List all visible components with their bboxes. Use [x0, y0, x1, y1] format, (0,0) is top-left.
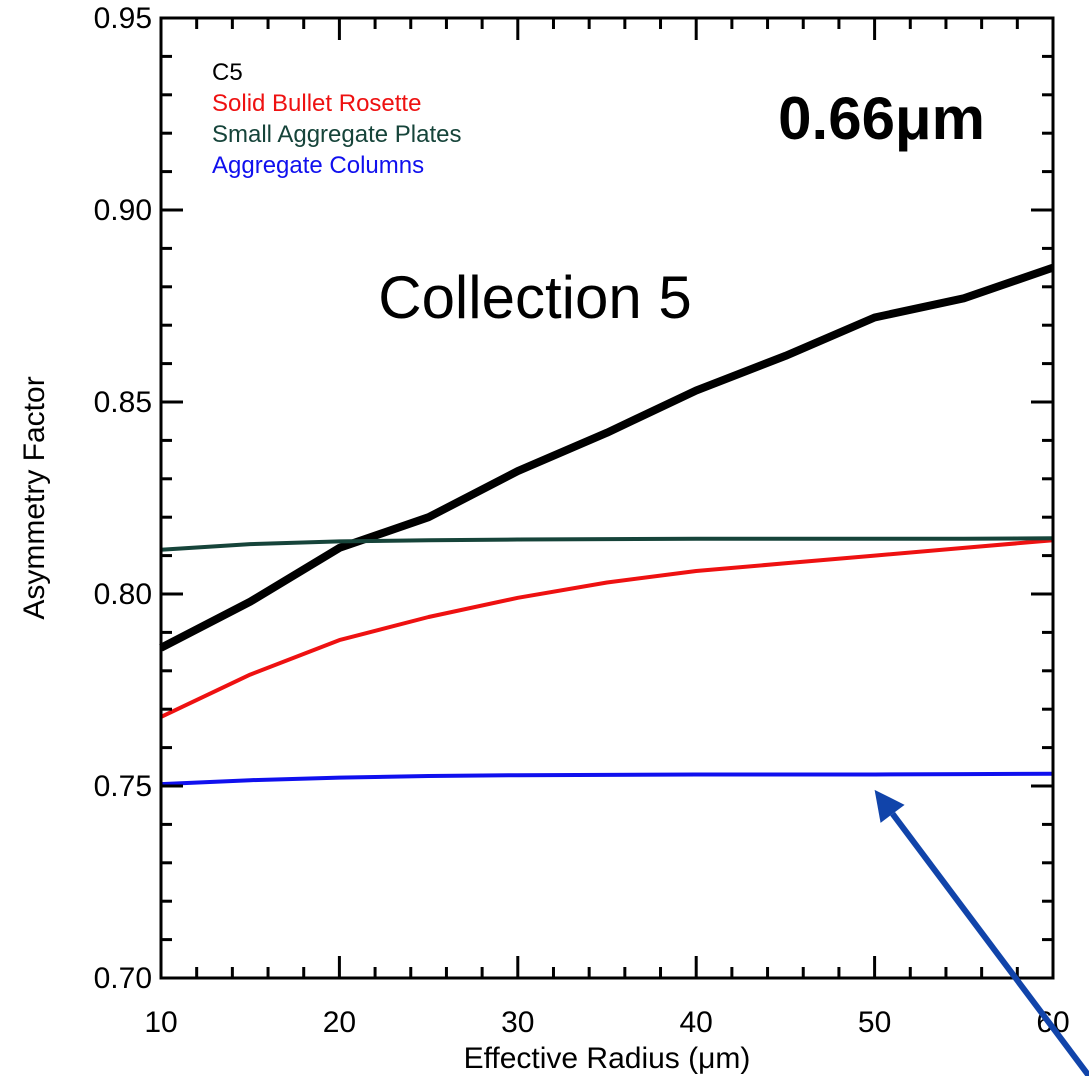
- y-tick-label: 0.70: [94, 962, 152, 995]
- x-tick-label: 50: [858, 1006, 891, 1039]
- y-tick-label: 0.90: [94, 194, 152, 227]
- collection-annotation: Collection 5: [378, 264, 692, 331]
- plot-frame: [159, 16, 1055, 980]
- x-tick-label: 20: [323, 1006, 356, 1039]
- wavelength-annotation: 0.66μm: [778, 85, 985, 152]
- legend-entry-c5: C5: [212, 59, 243, 86]
- y-tick-label: 0.95: [94, 2, 152, 35]
- series-line-small-aggregate-plates: [160, 536, 1054, 552]
- legend: C5 Solid Bullet Rosette Small Aggregate …: [212, 59, 461, 179]
- y-tick-label: 0.85: [94, 386, 152, 419]
- y-tick-label: 0.80: [94, 578, 152, 611]
- x-tick-label: 10: [144, 1006, 177, 1039]
- legend-entry-solid-bullet-rosette: Solid Bullet Rosette: [212, 90, 421, 117]
- legend-entry-small-aggregate-plates: Small Aggregate Plates: [212, 121, 461, 148]
- pointer-arrow: [874, 789, 1089, 1076]
- series-line-solid-bullet-rosette: [160, 538, 1054, 719]
- legend-entry-aggregate-columns: Aggregate Columns: [212, 152, 424, 179]
- arrow-shaft: [890, 812, 1089, 1076]
- x-axis-label: Effective Radius (μm): [464, 1042, 751, 1075]
- arrow-head: [874, 789, 905, 823]
- y-axis-label: Asymmetry Factor: [18, 376, 51, 619]
- x-tick-label: 30: [501, 1006, 534, 1039]
- y-tick-label: 0.75: [94, 770, 152, 803]
- series-line-aggregate-columns: [160, 771, 1054, 787]
- series-line-c5: [159, 263, 1055, 652]
- x-tick-label: 40: [680, 1006, 713, 1039]
